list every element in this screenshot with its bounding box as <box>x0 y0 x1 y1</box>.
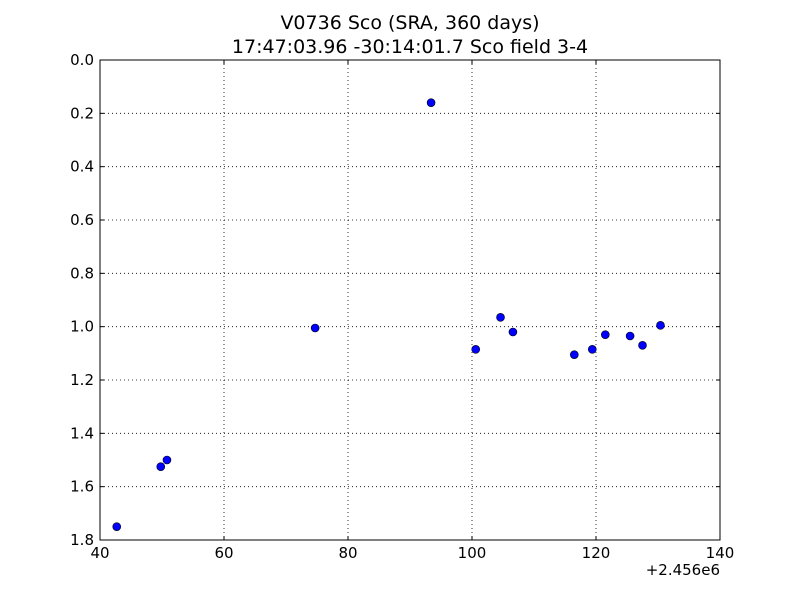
y-tick-label: 1.8 <box>70 531 94 549</box>
y-tick-label: 0.4 <box>70 158 94 176</box>
data-point <box>162 455 172 465</box>
data-point <box>656 321 665 330</box>
data-point <box>426 98 436 107</box>
data-point <box>508 327 518 337</box>
data-point <box>112 522 122 531</box>
y-tick-label: 1.2 <box>70 371 94 389</box>
x-tick-label: 80 <box>338 544 357 562</box>
data-point <box>310 323 320 333</box>
x-tick-label: 120 <box>582 544 611 562</box>
y-tick-label: 1.4 <box>70 424 94 442</box>
data-point <box>587 345 597 354</box>
data-point <box>600 330 610 339</box>
axis-tick-labels: 40 60 80 100 120 140 0.0 0.2 0.4 0.6 0.8 1.0 1.2 1.4 1… <box>70 51 734 562</box>
x-tick-label: 60 <box>214 544 233 562</box>
y-tick-label: 0.6 <box>70 211 94 229</box>
plot-frame <box>99 59 721 541</box>
data-point <box>471 345 481 354</box>
data-point <box>496 313 505 322</box>
data-point <box>569 350 579 359</box>
data-point <box>625 331 635 341</box>
chart-title: V0736 Sco (SRA, 360 days) <box>280 12 539 34</box>
chart-subtitle: 17:47:03.96 -30:14:01.7 Sco field 3-4 <box>232 36 588 58</box>
y-tick-label: 0.0 <box>70 51 94 69</box>
y-tick-label: 1.0 <box>70 318 94 336</box>
x-tick-label: 40 <box>90 544 109 562</box>
x-offset-label: +2.456e6 <box>646 561 720 579</box>
x-tick-label: 100 <box>458 544 487 562</box>
data-point <box>638 341 647 350</box>
y-tick-label: 0.8 <box>70 264 94 282</box>
data-point <box>156 462 166 471</box>
data-points <box>112 98 665 531</box>
x-tick-label: 140 <box>706 544 735 562</box>
y-tick-label: 1.6 <box>70 478 94 496</box>
grid <box>100 60 720 540</box>
y-tick-label: 0.2 <box>70 104 94 122</box>
axis-ticks <box>99 59 721 541</box>
